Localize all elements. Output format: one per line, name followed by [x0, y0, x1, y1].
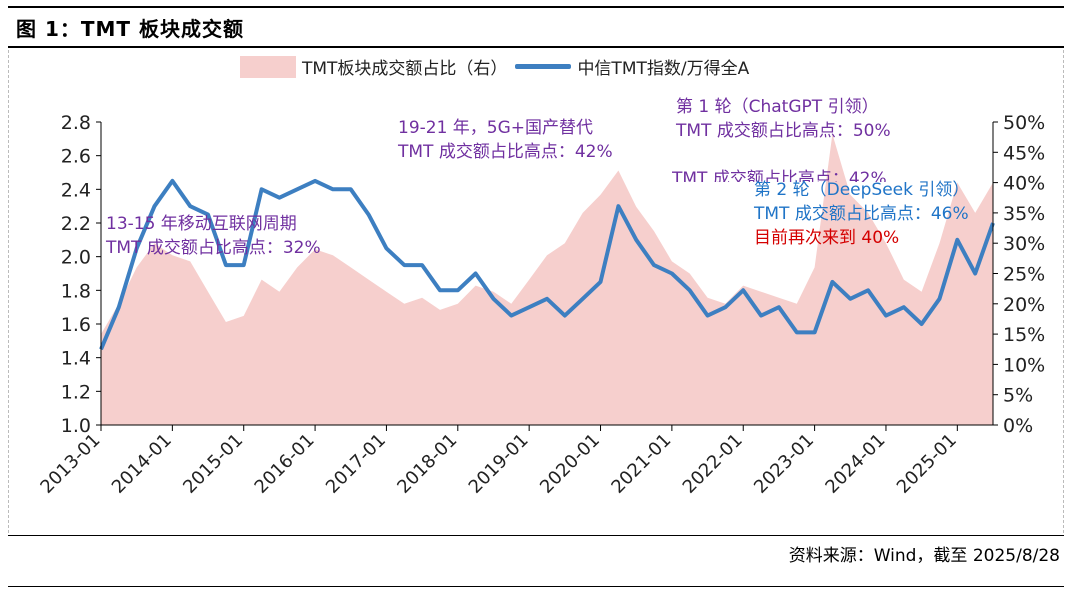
left-tick-label: 1.6 — [61, 314, 91, 336]
chart-box — [8, 50, 1064, 533]
left-tick-label: 2.2 — [61, 213, 91, 235]
legend-line-label: 中信TMT指数/万得全A — [577, 59, 750, 79]
bottom-border — [8, 586, 1064, 587]
right-tick-label: 40% — [1003, 173, 1045, 195]
x-tick-label: 2014-01 — [108, 430, 176, 498]
right-tick-label: 25% — [1003, 264, 1045, 286]
x-tick-label: 2021-01 — [607, 430, 675, 498]
x-tick-label: 2020-01 — [536, 430, 604, 498]
left-tick-label: 1.0 — [61, 415, 91, 437]
annotation-deepseek-round: 第 2 轮（DeepSeek 引领） TMT 成交额占比高点：46% 目前再次来… — [754, 178, 969, 250]
x-tick-label: 2024-01 — [821, 430, 889, 498]
annotation-text: 第 2 轮（DeepSeek 引领） — [754, 180, 970, 200]
title-bar: 图 1：TMT 板块成交额 — [8, 6, 1064, 48]
x-tick-label: 2025-01 — [893, 430, 961, 498]
annotation-text: TMT 成交额占比高点：46% — [754, 204, 969, 224]
chart-legend: TMT板块成交额占比（右） 中信TMT指数/万得全A — [240, 54, 749, 79]
right-tick-label: 50% — [1003, 112, 1045, 134]
area-series-turnover-share — [101, 134, 993, 425]
x-tick-label: 2018-01 — [393, 430, 461, 498]
right-tick-label: 10% — [1003, 354, 1045, 376]
x-tick-label: 2013-01 — [36, 430, 104, 498]
x-tick-label: 2016-01 — [251, 430, 319, 498]
left-tick-label: 2.0 — [61, 247, 91, 269]
annotation-text: TMT 成交额占比高点：32% — [106, 238, 321, 258]
figure-frame: 图 1：TMT 板块成交额 资料来源：Wind，截至 2025/8/28 — [8, 6, 1064, 589]
left-tick-label: 2.4 — [61, 179, 91, 201]
x-tick-label: 2017-01 — [322, 430, 390, 498]
x-tick-label: 2019-01 — [465, 430, 533, 498]
annotation-text: 13-15 年移动互联网周期 — [106, 214, 297, 234]
figure-title: 图 1：TMT 板块成交额 — [16, 17, 245, 41]
annotation-2019-cycle: 19-21 年，5G+国产替代 TMT 成交额占比高点：42% — [398, 116, 613, 164]
annotation-current: 目前再次来到 40% — [754, 228, 900, 248]
annotation-chatgpt-hidden: TMT 成交额占比高点：42% — [672, 167, 887, 182]
right-tick-label: 15% — [1003, 324, 1045, 346]
x-tick-label: 2022-01 — [679, 430, 747, 498]
x-tick-label: 2023-01 — [750, 430, 818, 498]
left-tick-label: 1.2 — [61, 381, 91, 403]
line-series-tmt-ratio — [99, 178, 995, 351]
left-tick-label: 2.8 — [61, 112, 91, 134]
legend-line-swatch — [515, 64, 572, 69]
right-tick-label: 35% — [1003, 203, 1045, 225]
source-note: 资料来源：Wind，截至 2025/8/28 — [788, 546, 1060, 566]
left-tick-label: 1.4 — [61, 348, 91, 370]
annotation-text: 19-21 年，5G+国产替代 — [398, 118, 594, 138]
right-tick-label: 45% — [1003, 142, 1045, 164]
annotation-text: TMT 成交额占比高点：50% — [676, 121, 891, 141]
legend-area-label: TMT板块成交额占比（右） — [302, 59, 508, 79]
left-tick-label: 2.6 — [61, 146, 91, 168]
annotation-chatgpt-round: 第 1 轮（ChatGPT 引领） TMT 成交额占比高点：50% — [676, 95, 891, 143]
right-tick-label: 20% — [1003, 294, 1045, 316]
right-tick-label: 30% — [1003, 233, 1045, 255]
legend-area-swatch — [240, 55, 296, 78]
x-tick-label: 2015-01 — [179, 430, 247, 498]
right-tick-label: 0% — [1003, 415, 1033, 437]
annotation-text: TMT 成交额占比高点：42% — [398, 142, 613, 162]
annotation-text: TMT 成交额占比高点：42% — [672, 169, 887, 182]
annotation-2013-cycle: 13-15 年移动互联网周期 TMT 成交额占比高点：32% — [106, 212, 321, 260]
right-tick-label: 5% — [1003, 385, 1033, 407]
bottom-divider — [8, 535, 1064, 536]
annotation-text: 第 1 轮（ChatGPT 引领） — [676, 97, 879, 117]
left-tick-label: 1.8 — [61, 280, 91, 302]
